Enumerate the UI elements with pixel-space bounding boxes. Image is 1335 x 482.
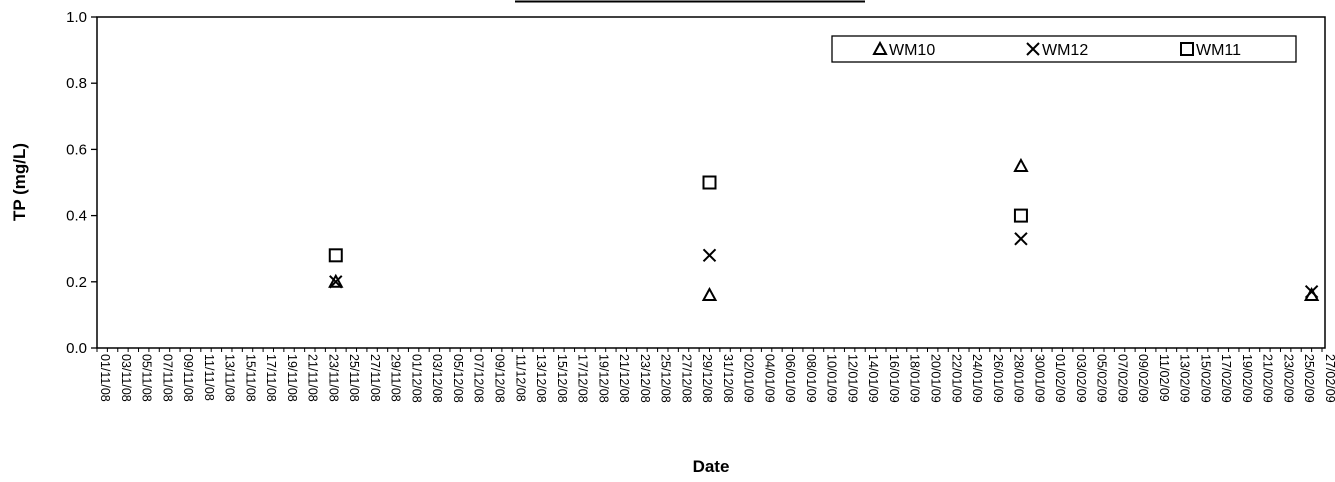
y-tick-label: 0.2 — [66, 274, 87, 291]
x-tick-label: 03/02/09 — [1074, 354, 1088, 403]
x-tick-label: 07/12/08 — [472, 354, 486, 403]
x-tick-label: 29/12/08 — [700, 354, 714, 403]
x-tick-label: 29/11/08 — [389, 354, 403, 402]
x-tick-label: 07/02/09 — [1115, 354, 1129, 403]
x-tick-label: 15/12/08 — [555, 354, 569, 403]
y-axis: 0.0 0.2 0.4 0.6 0.8 1.0 — [66, 9, 97, 357]
x-tick-label: 31/12/08 — [721, 354, 735, 403]
x-tick-label: 27/12/08 — [679, 354, 693, 403]
x-tick-label: 23/12/08 — [638, 354, 652, 403]
x-tick-label: 03/12/08 — [430, 354, 444, 403]
x-tick-label: 16/01/09 — [887, 354, 901, 403]
x-tick-label: 20/01/09 — [929, 354, 943, 403]
plot-area — [97, 17, 1325, 348]
x-tick-label: 06/01/09 — [783, 354, 797, 403]
x-tick-label: 25/02/09 — [1302, 354, 1316, 403]
x-tick-label: 01/02/09 — [1053, 354, 1067, 403]
x-tick-label: 05/02/09 — [1095, 354, 1109, 403]
x-tick-label: 19/12/08 — [596, 354, 610, 403]
y-tick-label: 0.8 — [66, 75, 87, 92]
x-tick-label: 23/02/09 — [1281, 354, 1295, 403]
x-tick-label: 19/02/09 — [1240, 354, 1254, 403]
x-tick-label: 05/12/08 — [451, 354, 465, 403]
y-axis-title: TP (mg/L) — [10, 143, 29, 221]
x-tick-label: 25/12/08 — [659, 354, 673, 403]
x-tick-label: 24/01/09 — [970, 354, 984, 403]
x-tick-label: 27/11/08 — [368, 354, 382, 402]
x-axis: 01/11/08 03/11/08 05/11/08 07/11/08 09/11/08… — [97, 348, 1335, 403]
x-tick-label: 02/01/09 — [742, 354, 756, 403]
x-tick-label: 21/02/09 — [1261, 354, 1275, 403]
y-tick-label: 0.0 — [66, 340, 87, 357]
x-tick-label: 30/01/09 — [1032, 354, 1046, 403]
x-tick-label: 09/12/08 — [492, 354, 506, 403]
x-tick-label: 14/01/09 — [866, 354, 880, 403]
x-axis-title: Date — [693, 457, 730, 476]
x-tick-label: 11/12/08 — [513, 354, 527, 402]
x-tick-label: 15/02/09 — [1198, 354, 1212, 403]
x-tick-label: 13/11/08 — [223, 354, 237, 402]
x-tick-label: 17/02/09 — [1219, 354, 1233, 403]
legend-label-wm10: WM10 — [889, 42, 935, 59]
x-tick-label: 22/01/09 — [949, 354, 963, 403]
x-tick-label: 21/11/08 — [306, 354, 320, 402]
x-tick-label: 05/11/08 — [140, 354, 154, 402]
x-tick-label: 11/02/09 — [1157, 354, 1171, 402]
x-tick-label: 15/11/08 — [243, 354, 257, 402]
x-tick-label: 28/01/09 — [1012, 354, 1026, 403]
x-tick-label: 13/02/09 — [1178, 354, 1192, 403]
x-tick-label: 17/12/08 — [576, 354, 590, 403]
x-tick-label: 04/01/09 — [762, 354, 776, 403]
legend-label-wm12: WM12 — [1042, 42, 1088, 59]
x-tick-label: 18/01/09 — [908, 354, 922, 403]
x-tick-label: 13/12/08 — [534, 354, 548, 403]
legend-label-wm11: WM11 — [1196, 42, 1241, 59]
x-tick-label: 10/01/09 — [825, 354, 839, 403]
x-tick-label: 21/12/08 — [617, 354, 631, 403]
x-tick-label: 23/11/08 — [326, 354, 340, 402]
x-tick-label: 17/11/08 — [264, 354, 278, 402]
x-tick-label: 09/11/08 — [181, 354, 195, 402]
y-tick-label: 1.0 — [66, 9, 87, 26]
x-tick-label: 09/02/09 — [1136, 354, 1150, 403]
x-tick-label: 27/02/09 — [1323, 354, 1335, 403]
x-tick-label: 25/11/08 — [347, 354, 361, 402]
x-tick-label: 26/01/09 — [991, 354, 1005, 403]
x-tick-label: 19/11/08 — [285, 354, 299, 402]
legend: WM10 WM12 WM11 — [832, 36, 1296, 62]
x-tick-label: 03/11/08 — [119, 354, 133, 402]
y-tick-label: 0.6 — [66, 141, 87, 158]
y-tick-label: 0.4 — [66, 208, 87, 225]
x-tick-label: 07/11/08 — [160, 354, 174, 402]
x-tick-label: 12/01/09 — [845, 354, 859, 403]
x-tick-label: 08/01/09 — [804, 354, 818, 403]
x-tick-label: 11/11/08 — [202, 354, 216, 401]
x-tick-label: 01/11/08 — [98, 354, 112, 402]
x-tick-label: 01/12/08 — [409, 354, 423, 403]
